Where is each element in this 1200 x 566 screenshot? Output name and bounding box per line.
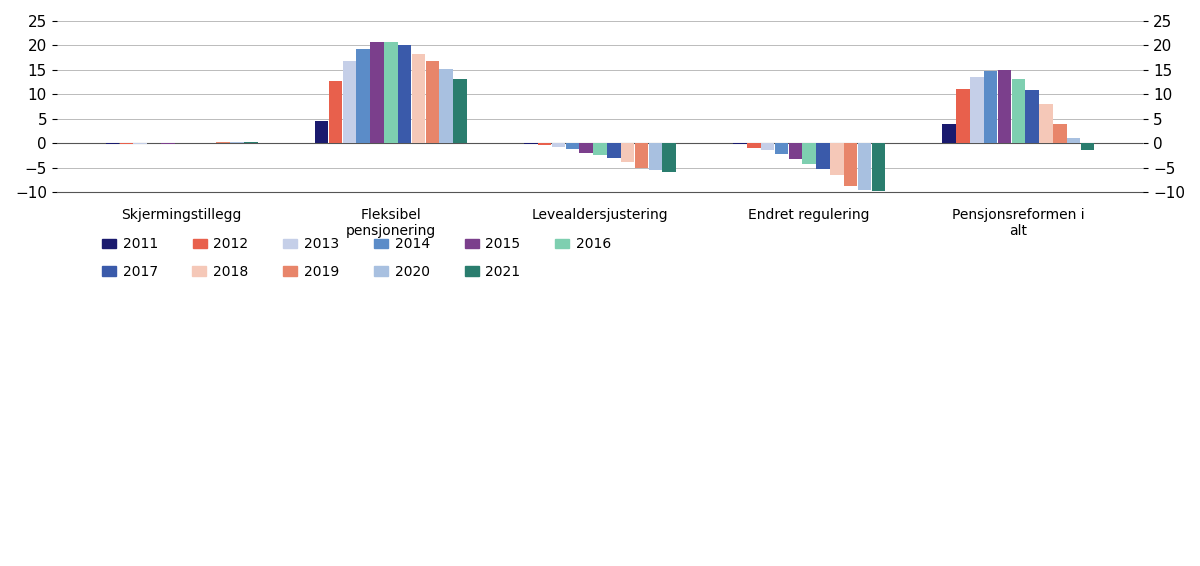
Bar — [230, 142, 244, 143]
Bar — [997, 70, 1012, 143]
Bar — [412, 54, 425, 143]
Bar — [607, 143, 620, 158]
Bar — [733, 143, 746, 144]
Bar — [426, 61, 439, 143]
Bar — [648, 143, 662, 170]
Bar — [844, 143, 858, 186]
Bar — [984, 71, 997, 143]
Bar — [398, 45, 412, 143]
Bar — [454, 79, 467, 143]
Bar — [552, 143, 565, 147]
Bar — [803, 143, 816, 164]
Bar — [314, 121, 329, 143]
Bar — [133, 143, 146, 144]
Bar — [970, 77, 984, 143]
Bar — [1054, 123, 1067, 143]
Bar — [1039, 104, 1052, 143]
Bar — [120, 143, 133, 144]
Bar — [788, 143, 802, 158]
Bar — [538, 143, 552, 144]
Bar — [858, 143, 871, 190]
Bar — [329, 81, 342, 143]
Bar — [1081, 143, 1094, 151]
Bar — [748, 143, 761, 148]
Bar — [635, 143, 648, 168]
Bar — [593, 143, 607, 155]
Bar — [775, 143, 788, 154]
Legend: 2017, 2018, 2019, 2020, 2021: 2017, 2018, 2019, 2020, 2021 — [96, 259, 526, 284]
Bar — [342, 61, 356, 143]
Bar — [761, 143, 774, 151]
Bar — [1067, 138, 1080, 143]
Bar — [244, 142, 258, 143]
Bar — [816, 143, 829, 169]
Bar — [871, 143, 886, 191]
Bar — [956, 89, 970, 143]
Bar — [565, 143, 580, 149]
Bar — [439, 69, 452, 143]
Bar — [371, 41, 384, 143]
Bar — [1026, 91, 1039, 143]
Bar — [580, 143, 593, 153]
Bar — [830, 143, 844, 175]
Bar — [942, 123, 956, 143]
Bar — [1012, 79, 1025, 143]
Bar — [620, 143, 635, 162]
Bar — [662, 143, 676, 173]
Bar — [356, 49, 370, 143]
Bar — [384, 41, 397, 143]
